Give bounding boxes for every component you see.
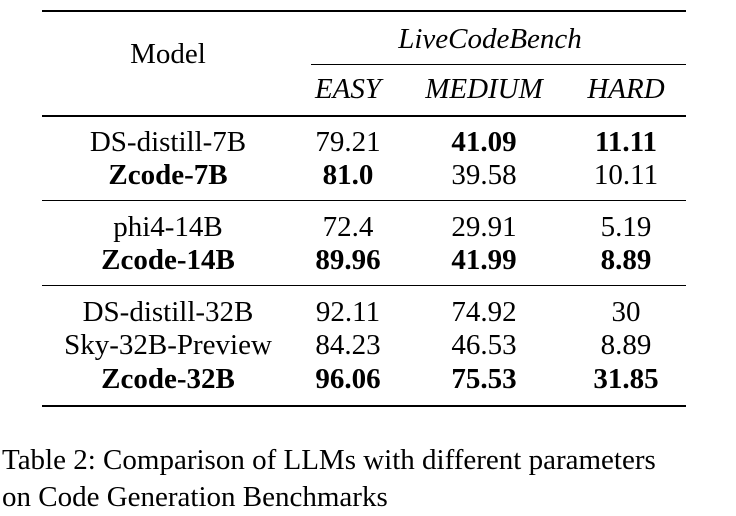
- row-easy: 92.11: [315, 296, 381, 328]
- header-col-hard: HARD: [587, 73, 665, 105]
- bottom-rule: [42, 405, 686, 407]
- row-easy: 96.06: [315, 363, 381, 395]
- row-model: phi4-14B: [113, 211, 223, 243]
- row-medium: 46.53: [451, 329, 517, 361]
- row-easy: 81.0: [322, 159, 374, 191]
- row-easy: 89.96: [315, 244, 381, 276]
- row-model: Zcode-32B: [101, 363, 235, 395]
- row-hard: 8.89: [600, 329, 652, 361]
- row-model: Zcode-14B: [101, 244, 235, 276]
- row-model: Zcode-7B: [108, 159, 228, 191]
- header-col-easy: EASY: [314, 73, 382, 105]
- section-rule-1: [42, 200, 686, 201]
- row-hard: 30: [611, 296, 641, 328]
- row-medium: 41.09: [451, 126, 517, 158]
- row-model: DS-distill-7B: [89, 126, 247, 158]
- row-hard: 11.11: [594, 126, 658, 158]
- row-easy: 72.4: [322, 211, 374, 243]
- header-col-medium: MEDIUM: [425, 73, 543, 105]
- row-hard: 10.11: [593, 159, 659, 191]
- row-easy: 84.23: [315, 329, 381, 361]
- top-rule: [42, 10, 686, 12]
- table-caption-line-2: on Code Generation Benchmarks: [2, 481, 388, 513]
- row-hard: 31.85: [593, 363, 659, 395]
- row-hard: 8.89: [600, 244, 652, 276]
- header-rule: [42, 115, 686, 117]
- header-model: Model: [130, 38, 206, 70]
- section-rule-2: [42, 285, 686, 286]
- row-medium: 39.58: [451, 159, 517, 191]
- row-model: DS-distill-32B: [82, 296, 254, 328]
- group-rule: [311, 64, 686, 65]
- row-medium: 75.53: [451, 363, 517, 395]
- table-caption-line-1: Table 2: Comparison of LLMs with differe…: [2, 444, 656, 476]
- row-medium: 29.91: [451, 211, 517, 243]
- row-easy: 79.21: [315, 126, 381, 158]
- row-medium: 74.92: [451, 296, 517, 328]
- row-model: Sky-32B-Preview: [64, 329, 272, 361]
- header-group-livecodebench: LiveCodeBench: [398, 23, 582, 55]
- row-hard: 5.19: [600, 211, 652, 243]
- row-medium: 41.99: [451, 244, 517, 276]
